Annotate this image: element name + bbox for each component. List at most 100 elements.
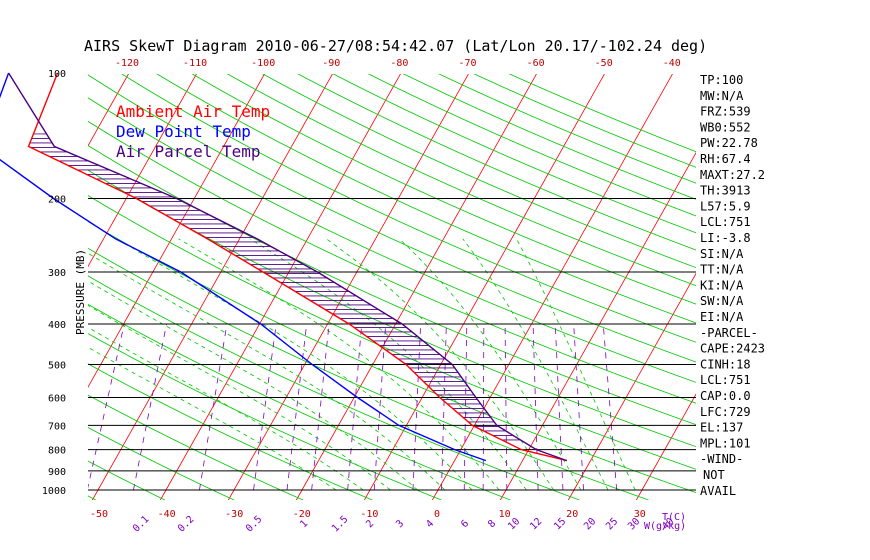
mixing-ratio-line <box>573 324 584 491</box>
stat-item: KI:N/A <box>700 278 744 292</box>
isotherm-line <box>573 272 696 491</box>
moist-adiabat-line <box>326 238 554 491</box>
cape-hatching <box>29 133 521 441</box>
mixing-ratio-label: 25 <box>604 516 620 532</box>
isotherm-line <box>778 73 870 490</box>
pressure-tick-label: 500 <box>48 360 66 371</box>
pressure-tick-label: 300 <box>48 268 66 279</box>
stat-item: SI:N/A <box>700 247 744 261</box>
mixing-ratio-label: 12 <box>528 516 544 532</box>
dry-adiabat-line <box>88 145 696 426</box>
stat-item: AVAIL <box>700 484 736 498</box>
stat-item: -WIND- <box>700 452 743 466</box>
pressure-tick-label: 700 <box>48 421 66 432</box>
isotherm-line <box>97 74 333 491</box>
dry-adiabat-line <box>156 74 696 324</box>
pressure-tick-label: 600 <box>48 393 66 404</box>
stat-item: CAPE:2423 <box>700 342 765 356</box>
stat-item: EL:137 <box>700 421 743 435</box>
dry-adiabat-line <box>88 169 696 448</box>
mixing-ratio-line <box>482 324 485 491</box>
y-axis-label: PRESSURE (MB) <box>74 249 87 335</box>
series-line <box>0 72 487 462</box>
isobars <box>88 198 696 491</box>
top-temperature-tick-label: -90 <box>322 58 340 69</box>
mixing-ratio-line <box>602 324 618 491</box>
stat-item: MPL:101 <box>700 436 751 450</box>
mixing-ratio-label: 0.2 <box>176 514 197 535</box>
moist-adiabat-line <box>88 304 391 491</box>
sounding-series <box>0 72 568 462</box>
dry-adiabat-line <box>508 74 696 153</box>
mixing-ratio-label: 2 <box>364 518 376 530</box>
stat-item: TT:N/A <box>700 263 744 277</box>
x-axis-label: T(C) <box>662 512 686 523</box>
dry-adiabat-line <box>88 333 442 500</box>
mixing-ratio-label: 1 <box>298 518 310 530</box>
dry-adiabat-line <box>88 394 304 500</box>
dry-adiabat-line <box>88 427 235 500</box>
mixing-ratio-line <box>311 324 330 491</box>
mixing-ratio-label: 1.5 <box>330 514 351 535</box>
top-temperature-tick-label: -60 <box>527 58 545 69</box>
top-temperature-tick-label: -50 <box>595 58 613 69</box>
isotherm-line <box>767 490 778 510</box>
top-temperature-tick-label: -80 <box>390 58 408 69</box>
moist-adiabat-line <box>88 326 364 491</box>
isotherms <box>19 73 870 510</box>
mixing-ratio-line <box>441 324 447 491</box>
series-line <box>8 72 568 462</box>
isotherm-line <box>233 74 469 491</box>
isotherm-line <box>19 490 30 510</box>
stat-item: CINH:18 <box>700 357 751 371</box>
dry-adiabat-line <box>191 74 696 305</box>
temperature-tick-label: -30 <box>225 509 243 520</box>
chart-title: AIRS SkewT Diagram 2010-06-27/08:54:42.0… <box>84 37 707 55</box>
mixing-ratio-line <box>347 324 363 491</box>
stat-item: LCL:751 <box>700 373 751 387</box>
mixing-ratio-label: 0.5 <box>244 514 265 535</box>
dry-adiabat-line <box>402 74 696 200</box>
isotherm-line <box>91 489 99 500</box>
temperature-tick-label: -20 <box>293 509 311 520</box>
mixing-ratio-label: 0.1 <box>131 514 152 535</box>
background-lines <box>19 73 870 510</box>
moist-adiabat-line <box>88 280 418 491</box>
isotherm-line <box>227 489 235 500</box>
isotherm-line <box>499 489 507 500</box>
mixing-ratio-line <box>133 323 167 491</box>
mixing-ratio-line <box>286 324 308 491</box>
top-temperature-tick-label: -110 <box>183 58 207 69</box>
dry-adiabat-line <box>88 120 696 404</box>
dry-adiabat-line <box>262 74 696 269</box>
dry-adiabat-line <box>88 74 696 363</box>
isotherm-line <box>301 74 537 491</box>
isotherm-line <box>437 74 673 491</box>
temperature-tick-label: 30 <box>634 509 646 520</box>
isotherm-line <box>369 74 605 491</box>
dry-adiabat-line <box>297 74 696 251</box>
moist-adiabat-line <box>88 252 446 491</box>
mixing-ratio-axis-label: W(g/kg) <box>644 521 686 532</box>
pressure-tick-label: 1000 <box>42 486 66 497</box>
temperature-tick-label: 20 <box>566 509 578 520</box>
mixing-ratio-line <box>532 324 539 491</box>
dry-adiabat-line <box>226 74 696 287</box>
dry-adiabat-line <box>332 74 696 234</box>
pressure-tick-label: 100 <box>48 69 66 80</box>
stat-item: EI:N/A <box>700 310 744 324</box>
temperature-tick-label: -10 <box>360 509 378 520</box>
temperature-tick-label: 0 <box>434 509 440 520</box>
temperature-tick-label: -50 <box>90 509 108 520</box>
stat-item: MW:N/A <box>700 89 744 103</box>
top-temperature-tick-label: -120 <box>115 58 139 69</box>
stat-item: L57:5.9 <box>700 199 751 213</box>
isotherm-line <box>165 74 401 491</box>
stat-item: -PARCEL- <box>700 326 758 340</box>
dry-adiabat-line <box>88 275 580 500</box>
stat-item: CAP:0.0 <box>700 389 751 403</box>
isotherm-line <box>635 489 643 500</box>
mixing-ratio-label: 4 <box>424 518 436 530</box>
